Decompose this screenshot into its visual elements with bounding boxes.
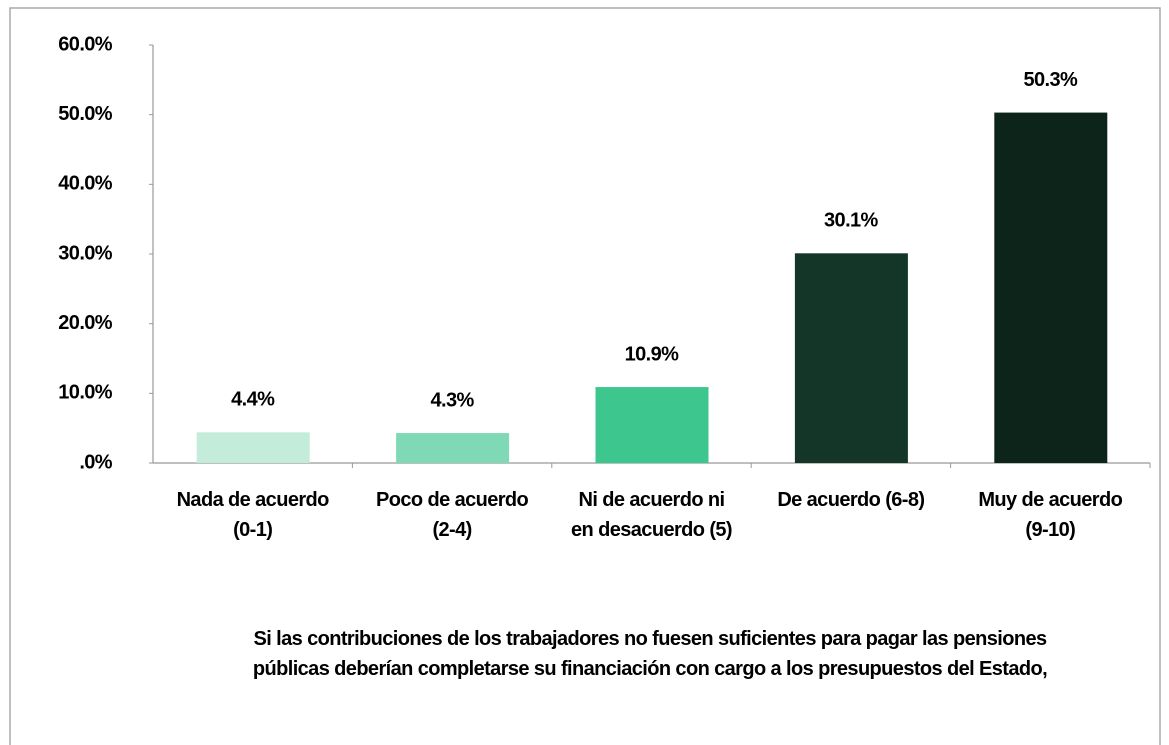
data-label: 4.4% (231, 389, 275, 411)
x-tick-label: Poco de acuerdo (2-4) (376, 489, 529, 541)
bar (396, 433, 510, 463)
y-tick-label: .0% (79, 451, 112, 473)
x-tick-label: Muy de acuerdo (9-10) (978, 489, 1123, 541)
y-tick-label: 50.0% (58, 103, 113, 125)
x-tick-label: Nada de acuerdo (0-1) (176, 489, 330, 541)
y-tick-label: 20.0% (58, 312, 113, 334)
y-tick-label: 10.0% (58, 382, 113, 404)
x-axis-title: Si las contribuciones de los trabajadore… (252, 628, 1048, 680)
x-tick-label: Ni de acuerdo ni en desacuerdo (5) (571, 489, 733, 541)
y-tick-label: 40.0% (58, 173, 113, 195)
bar (794, 253, 908, 463)
data-label: 30.1% (824, 210, 879, 232)
data-label: 50.3% (1023, 69, 1078, 91)
chart-border (9, 7, 1161, 745)
bar (994, 112, 1108, 464)
bar (595, 387, 709, 463)
y-tick-label: 30.0% (58, 242, 113, 264)
y-tick-label: 60.0% (58, 33, 113, 55)
bar (196, 432, 310, 463)
x-tick-label: De acuerdo (6-8) (777, 489, 925, 511)
data-label: 10.9% (625, 343, 680, 365)
data-label: 4.3% (431, 389, 475, 411)
